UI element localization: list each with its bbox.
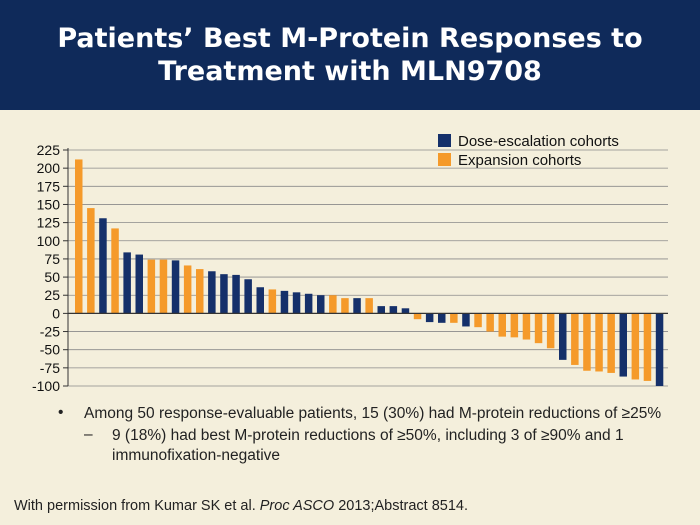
sub-bullet-item: – 9 (18%) had best M-protein reductions … — [84, 426, 678, 466]
y-tick-label: 150 — [37, 196, 61, 212]
bar — [329, 295, 337, 314]
bar — [631, 313, 640, 380]
y-tick-label: -75 — [40, 360, 60, 376]
bar — [534, 313, 543, 344]
bar — [147, 259, 156, 314]
bar — [607, 313, 615, 373]
bar — [583, 313, 591, 371]
bar — [619, 313, 627, 377]
bar — [99, 218, 107, 314]
bar — [280, 290, 289, 314]
bar — [183, 265, 192, 314]
sub-bullet-symbol: – — [84, 426, 93, 443]
bar — [498, 313, 506, 337]
bullet-text: Among 50 response-evaluable patients, 15… — [84, 405, 662, 422]
y-axis-ticks: 225 200 175 150 125 100 75 50 25 0 -25 -50 -75 -100 — [32, 142, 68, 394]
waterfall-chart: 225 200 175 150 125 100 75 50 25 0 -25 -50 -75 -100 D… — [0, 128, 700, 394]
bar — [643, 313, 652, 381]
bar — [522, 313, 531, 340]
legend-swatch — [438, 153, 451, 166]
bar — [413, 313, 422, 320]
bar — [438, 313, 446, 323]
chart-legend: Dose-escalation cohorts Expansion cohorts — [438, 133, 619, 169]
bar — [353, 298, 361, 314]
bullet-item: • Among 50 response-evaluable patients, … — [58, 404, 678, 424]
legend-swatch — [438, 134, 451, 147]
bar — [510, 313, 519, 338]
bullet-symbol: • — [58, 404, 64, 421]
bar — [159, 259, 168, 314]
bar — [389, 306, 398, 314]
bar — [135, 254, 143, 314]
bar — [196, 269, 204, 314]
citation-prefix: With permission from Kumar SK et al. — [14, 498, 260, 514]
bar — [256, 287, 264, 314]
bar — [292, 292, 301, 314]
y-tick-label: -50 — [40, 342, 60, 358]
y-tick-label: -100 — [32, 378, 60, 393]
y-tick-label: 200 — [37, 160, 61, 176]
bar — [474, 313, 482, 328]
bar — [87, 208, 95, 314]
bar — [571, 313, 579, 365]
bar — [75, 159, 83, 314]
bar — [425, 313, 434, 323]
legend-label: Expansion cohorts — [458, 152, 581, 169]
bar — [401, 308, 410, 314]
bar — [208, 271, 216, 314]
sub-bullet-text: 9 (18%) had best M-protein reductions of… — [112, 427, 624, 464]
y-tick-label: 75 — [44, 251, 60, 267]
y-tick-label: 25 — [44, 287, 60, 303]
citation-journal: Proc ASCO — [259, 498, 335, 514]
chart-grid — [68, 149, 668, 387]
bar — [377, 306, 385, 314]
bar — [232, 274, 240, 314]
citation: With permission from Kumar SK et al. Pro… — [14, 498, 468, 514]
findings-list: • Among 50 response-evaluable patients, … — [58, 404, 678, 466]
bar — [171, 260, 180, 314]
bar — [304, 293, 313, 314]
title-banner: Patients’ Best M-Protein Responses to Tr… — [0, 0, 700, 110]
bar — [317, 295, 325, 314]
bar — [244, 279, 252, 314]
bar — [123, 252, 131, 314]
bar — [655, 313, 664, 386]
bar — [111, 228, 119, 314]
bar — [462, 313, 470, 327]
bar — [546, 313, 555, 349]
bar — [365, 298, 373, 314]
chart-bars — [75, 159, 664, 386]
bar — [450, 313, 458, 323]
y-tick-label: 100 — [37, 233, 61, 249]
bar — [268, 289, 277, 314]
bar — [220, 274, 228, 314]
chart-axes — [67, 148, 668, 386]
bar — [341, 298, 349, 314]
legend-label: Dose-escalation cohorts — [458, 133, 619, 150]
y-tick-label: 175 — [37, 178, 61, 194]
y-tick-label: 0 — [52, 305, 60, 321]
bar — [559, 313, 567, 360]
chart-svg: 225 200 175 150 125 100 75 50 25 0 -25 -50 -75 -100 D… — [32, 133, 668, 394]
y-tick-label: 125 — [37, 215, 61, 231]
page-title: Patients’ Best M-Protein Responses to Tr… — [57, 23, 643, 87]
y-tick-label: -25 — [40, 324, 60, 340]
bar — [595, 313, 603, 372]
bar — [486, 313, 494, 332]
y-tick-label: 50 — [44, 269, 60, 285]
y-tick-label: 225 — [37, 142, 61, 158]
citation-suffix: 2013;Abstract 8514. — [334, 498, 468, 514]
